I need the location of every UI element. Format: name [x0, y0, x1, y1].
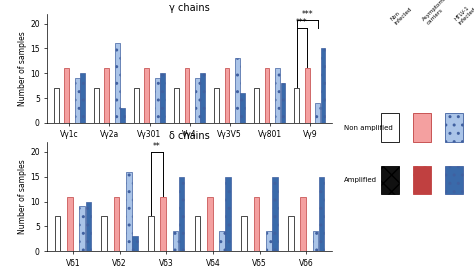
Title: δ chains: δ chains — [169, 131, 210, 141]
Bar — [225, 68, 229, 123]
Text: Non amplified: Non amplified — [344, 125, 392, 131]
Bar — [319, 177, 324, 251]
Bar — [54, 88, 59, 123]
Bar — [195, 216, 201, 251]
Bar — [301, 197, 306, 251]
Bar — [312, 231, 318, 251]
Bar — [67, 197, 73, 251]
Bar — [114, 197, 119, 251]
Bar — [240, 93, 245, 123]
Bar — [214, 88, 219, 123]
Text: ***: *** — [301, 10, 313, 19]
Bar — [305, 68, 310, 123]
Bar — [320, 48, 325, 123]
Bar — [179, 177, 184, 251]
Text: Asymptomatic
carriers: Asymptomatic carriers — [422, 0, 458, 26]
Bar — [207, 197, 213, 251]
Bar — [55, 216, 61, 251]
Text: **: ** — [153, 143, 161, 152]
Bar — [254, 197, 259, 251]
Bar — [272, 177, 278, 251]
Bar — [104, 68, 109, 123]
Y-axis label: Number of samples: Number of samples — [18, 31, 27, 106]
Bar — [148, 216, 154, 251]
Bar — [195, 78, 200, 123]
Bar — [155, 78, 160, 123]
FancyBboxPatch shape — [381, 113, 399, 142]
Bar — [254, 88, 259, 123]
Bar — [219, 231, 225, 251]
Bar — [315, 103, 320, 123]
Bar — [120, 108, 125, 123]
FancyBboxPatch shape — [445, 113, 463, 142]
Bar — [86, 201, 91, 251]
Text: HTLV-1
infected: HTLV-1 infected — [454, 2, 474, 26]
Bar — [241, 216, 247, 251]
Bar — [145, 68, 149, 123]
Bar — [174, 88, 179, 123]
Text: Amplified: Amplified — [344, 177, 377, 183]
Bar — [64, 68, 69, 123]
Bar — [288, 216, 293, 251]
Bar — [80, 73, 85, 123]
Text: ***: *** — [296, 18, 308, 27]
Bar — [126, 172, 132, 251]
FancyBboxPatch shape — [381, 166, 399, 194]
Bar — [101, 216, 107, 251]
Bar — [134, 88, 139, 123]
Bar — [226, 177, 231, 251]
Bar — [281, 83, 285, 123]
Y-axis label: Number of samples: Number of samples — [18, 159, 27, 234]
Bar — [266, 231, 272, 251]
FancyBboxPatch shape — [413, 166, 431, 194]
Bar — [75, 78, 80, 123]
FancyBboxPatch shape — [413, 113, 431, 142]
FancyBboxPatch shape — [445, 166, 463, 194]
Bar — [80, 206, 85, 251]
Bar — [115, 43, 120, 123]
Bar — [275, 68, 280, 123]
Bar — [184, 68, 189, 123]
Title: γ chains: γ chains — [169, 3, 210, 13]
Bar — [294, 88, 299, 123]
Bar — [235, 58, 240, 123]
Bar — [201, 73, 205, 123]
Bar — [132, 236, 138, 251]
Bar — [264, 68, 270, 123]
Bar — [173, 231, 178, 251]
Bar — [160, 73, 165, 123]
Text: Non
infected: Non infected — [390, 2, 413, 26]
Bar — [160, 197, 166, 251]
Bar — [94, 88, 99, 123]
